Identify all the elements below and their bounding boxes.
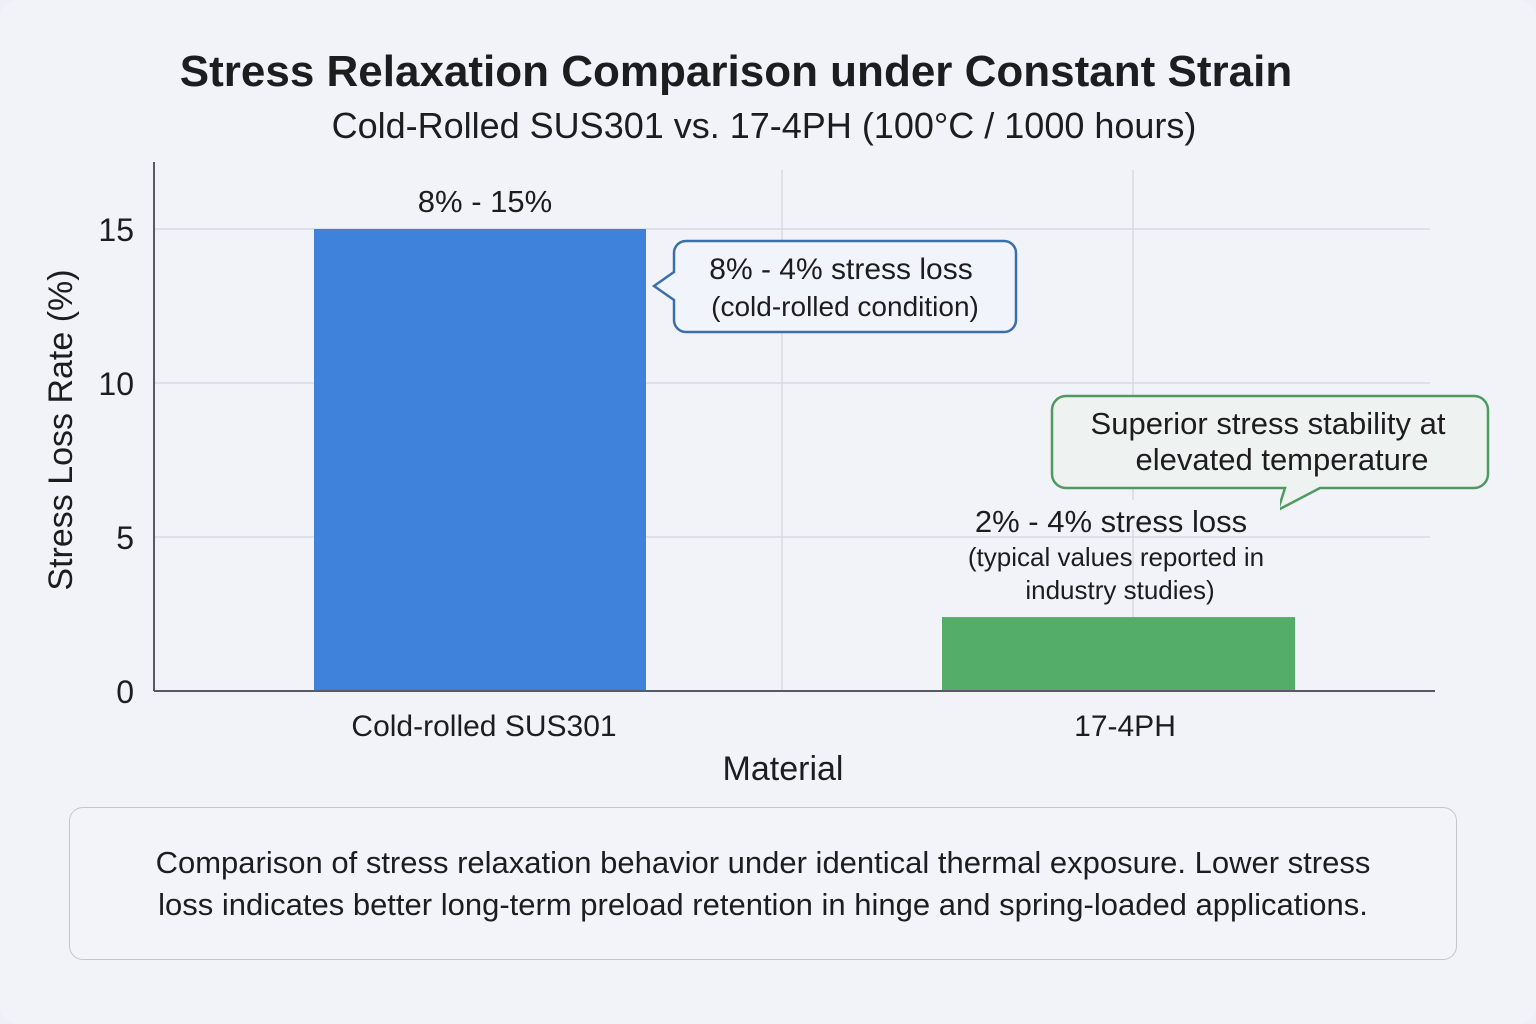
callout-box-sus301	[651, 239, 1018, 334]
y-tick-label: 10	[98, 366, 134, 402]
bar-17-4ph	[942, 617, 1295, 691]
y-tick-label: 5	[116, 520, 134, 556]
data-label-17-4ph: 2% - 4% stress loss	[975, 504, 1247, 539]
data-label-sus301: 8% - 15%	[418, 184, 552, 219]
caption-text: Comparison of stress relaxation behavior…	[155, 844, 1371, 922]
bar-cold-rolled-sus301	[314, 229, 646, 691]
callout-box-17-4ph	[1050, 394, 1490, 513]
data-sublabel-17-4ph: industry studies)	[1025, 575, 1214, 605]
x-axis-label: Material	[723, 750, 844, 788]
label-background	[940, 500, 1280, 530]
caption-box: Comparison of stress relaxation behavior…	[69, 807, 1457, 960]
chart-title: Stress Relaxation Comparison under Const…	[180, 47, 1292, 96]
x-tick-label: 17-4PH	[1074, 710, 1176, 743]
callout-text-sus301: (cold-rolled condition)	[711, 291, 979, 322]
callout-text-17-4ph: Superior stress stability at	[1091, 406, 1446, 441]
callout-text-17-4ph: elevated temperature	[1136, 442, 1429, 477]
x-tick-label: Cold-rolled SUS301	[351, 710, 616, 743]
y-tick-labels: 0 5 10 15	[98, 212, 134, 710]
chart-subtitle: Cold-Rolled SUS301 vs. 17-4PH (100°C / 1…	[332, 105, 1197, 146]
y-tick-label: 0	[116, 674, 134, 710]
y-tick-label: 15	[98, 212, 134, 248]
callout-text-sus301: 8% - 4% stress loss	[709, 253, 972, 286]
y-axis-label: Stress Loss Rate (%)	[42, 269, 80, 590]
bars	[314, 229, 1295, 691]
data-sublabel-17-4ph: (typical values reported in	[968, 542, 1264, 572]
